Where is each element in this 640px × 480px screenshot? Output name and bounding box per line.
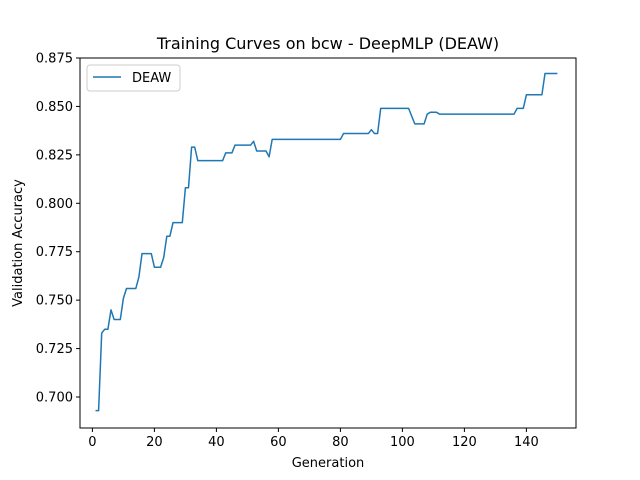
plot-frame <box>79 57 577 429</box>
y-tick-label: 0.875 <box>36 52 73 67</box>
series-line-deaw <box>95 72 558 412</box>
y-tick-label: 0.800 <box>36 197 73 212</box>
x-tick-label: 20 <box>146 435 163 450</box>
y-tick-label: 0.775 <box>36 245 73 260</box>
y-tick-label: 0.825 <box>36 148 73 163</box>
x-tick-label: 40 <box>208 435 225 450</box>
y-axis-label: Validation Accuracy <box>11 179 26 307</box>
plot-content <box>95 72 558 412</box>
y-tick-label: 0.725 <box>36 342 73 357</box>
x-axis: 0 20 40 60 80 100 120 140 <box>88 428 539 450</box>
x-tick-label: 100 <box>390 435 415 450</box>
y-tick-label: 0.750 <box>36 294 73 309</box>
y-tick-label: 0.700 <box>36 391 73 406</box>
x-tick-label: 80 <box>332 435 349 450</box>
legend-box <box>86 64 181 92</box>
x-tick-label: 60 <box>270 435 287 450</box>
chart-title: Training Curves on bcw - DeepMLP (DEAW) <box>156 34 499 53</box>
y-axis: 0.700 0.725 0.750 0.775 0.800 0.825 0.850 0.875 <box>36 52 80 406</box>
legend-label-deaw: DEAW <box>132 71 171 86</box>
x-axis-label: Generation <box>292 456 365 471</box>
y-tick-label: 0.850 <box>36 100 73 115</box>
legend: DEAW <box>86 64 181 92</box>
x-tick-label: 0 <box>88 435 96 450</box>
x-tick-label: 120 <box>452 435 477 450</box>
x-tick-label: 140 <box>514 435 539 450</box>
